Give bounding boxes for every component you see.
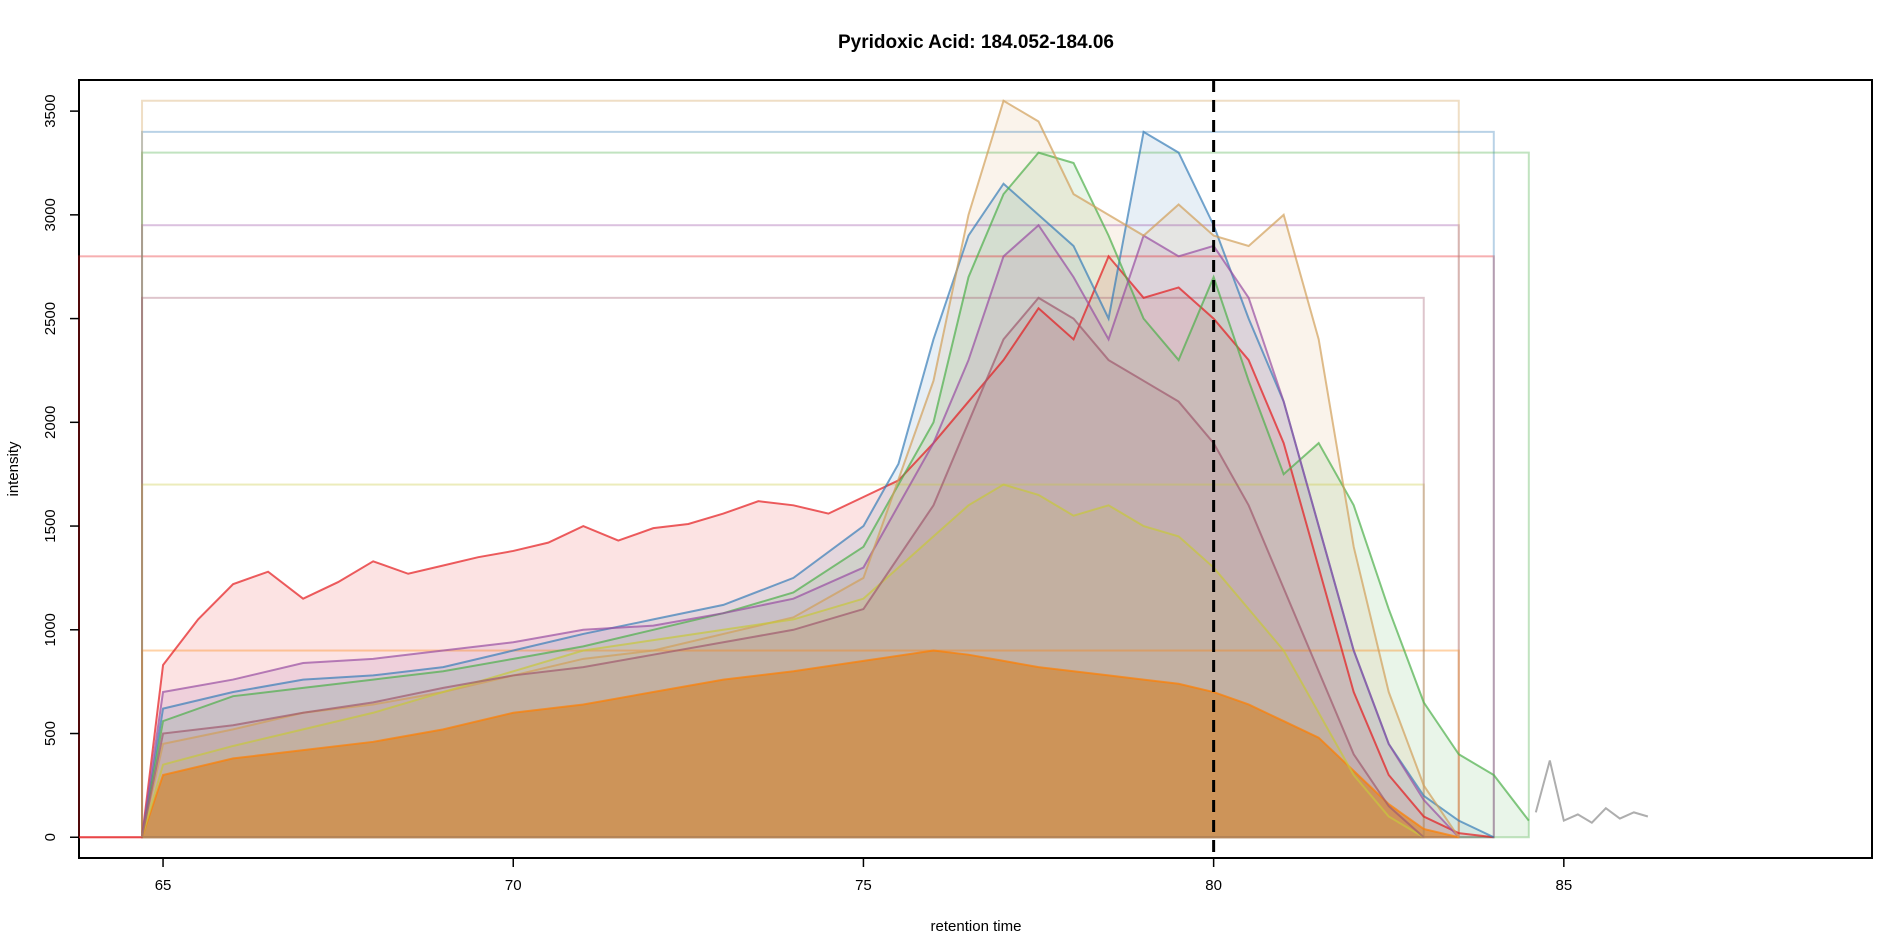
series-8-line (141, 296, 1425, 839)
plot-frame (78, 79, 1873, 859)
x-tick-label: 75 (855, 877, 872, 894)
x-tick-label: 80 (1205, 877, 1222, 894)
series-2-area (142, 131, 1494, 838)
series-3-box (141, 151, 1530, 839)
series-1-line (79, 254, 1494, 839)
series-2-box (141, 130, 1495, 839)
y-tick-label: 1000 (42, 613, 59, 646)
x-tick-label: 85 (1555, 877, 1572, 894)
y-axis: 0 500 1000 1500 2000 2500 3000 3500 (42, 94, 79, 841)
series-9-line (1534, 760, 1649, 824)
chart-title: Pyridoxic Acid: 184.052-184.06 (838, 32, 1114, 53)
x-tick-label: 70 (505, 877, 522, 894)
y-tick-label: 500 (42, 721, 59, 746)
series-8-area (142, 297, 1424, 838)
y-tick-label: 3000 (42, 198, 59, 231)
y-tick-label: 3500 (42, 94, 59, 127)
series-4-line (141, 223, 1460, 838)
y-tick-label: 2000 (42, 406, 59, 439)
series-5-box (141, 649, 1460, 839)
area-fill-layer (78, 99, 1530, 839)
series-7-area (142, 484, 1424, 838)
y-tick-label: 2500 (42, 302, 59, 335)
series-1-box (78, 255, 1495, 839)
series-3-area (142, 152, 1529, 838)
y-tick-label: 0 (42, 833, 59, 841)
x-axis: 65 70 75 80 85 (155, 858, 1572, 894)
series-8-box (141, 296, 1425, 839)
x-axis-label: retention time (931, 918, 1022, 935)
y-axis-label: intensity (5, 441, 22, 497)
series-3-line (141, 151, 1530, 838)
series-7-box (141, 483, 1425, 839)
series-5-line (141, 649, 1460, 839)
x-tick-label: 65 (155, 877, 172, 894)
series-6-line (141, 99, 1460, 838)
y-tick-label: 1500 (42, 509, 59, 542)
series-layer (79, 99, 1649, 839)
series-5-area (142, 650, 1459, 838)
series-4-box (141, 224, 1460, 839)
series-6-box (141, 99, 1460, 839)
series-7-line (141, 483, 1425, 839)
